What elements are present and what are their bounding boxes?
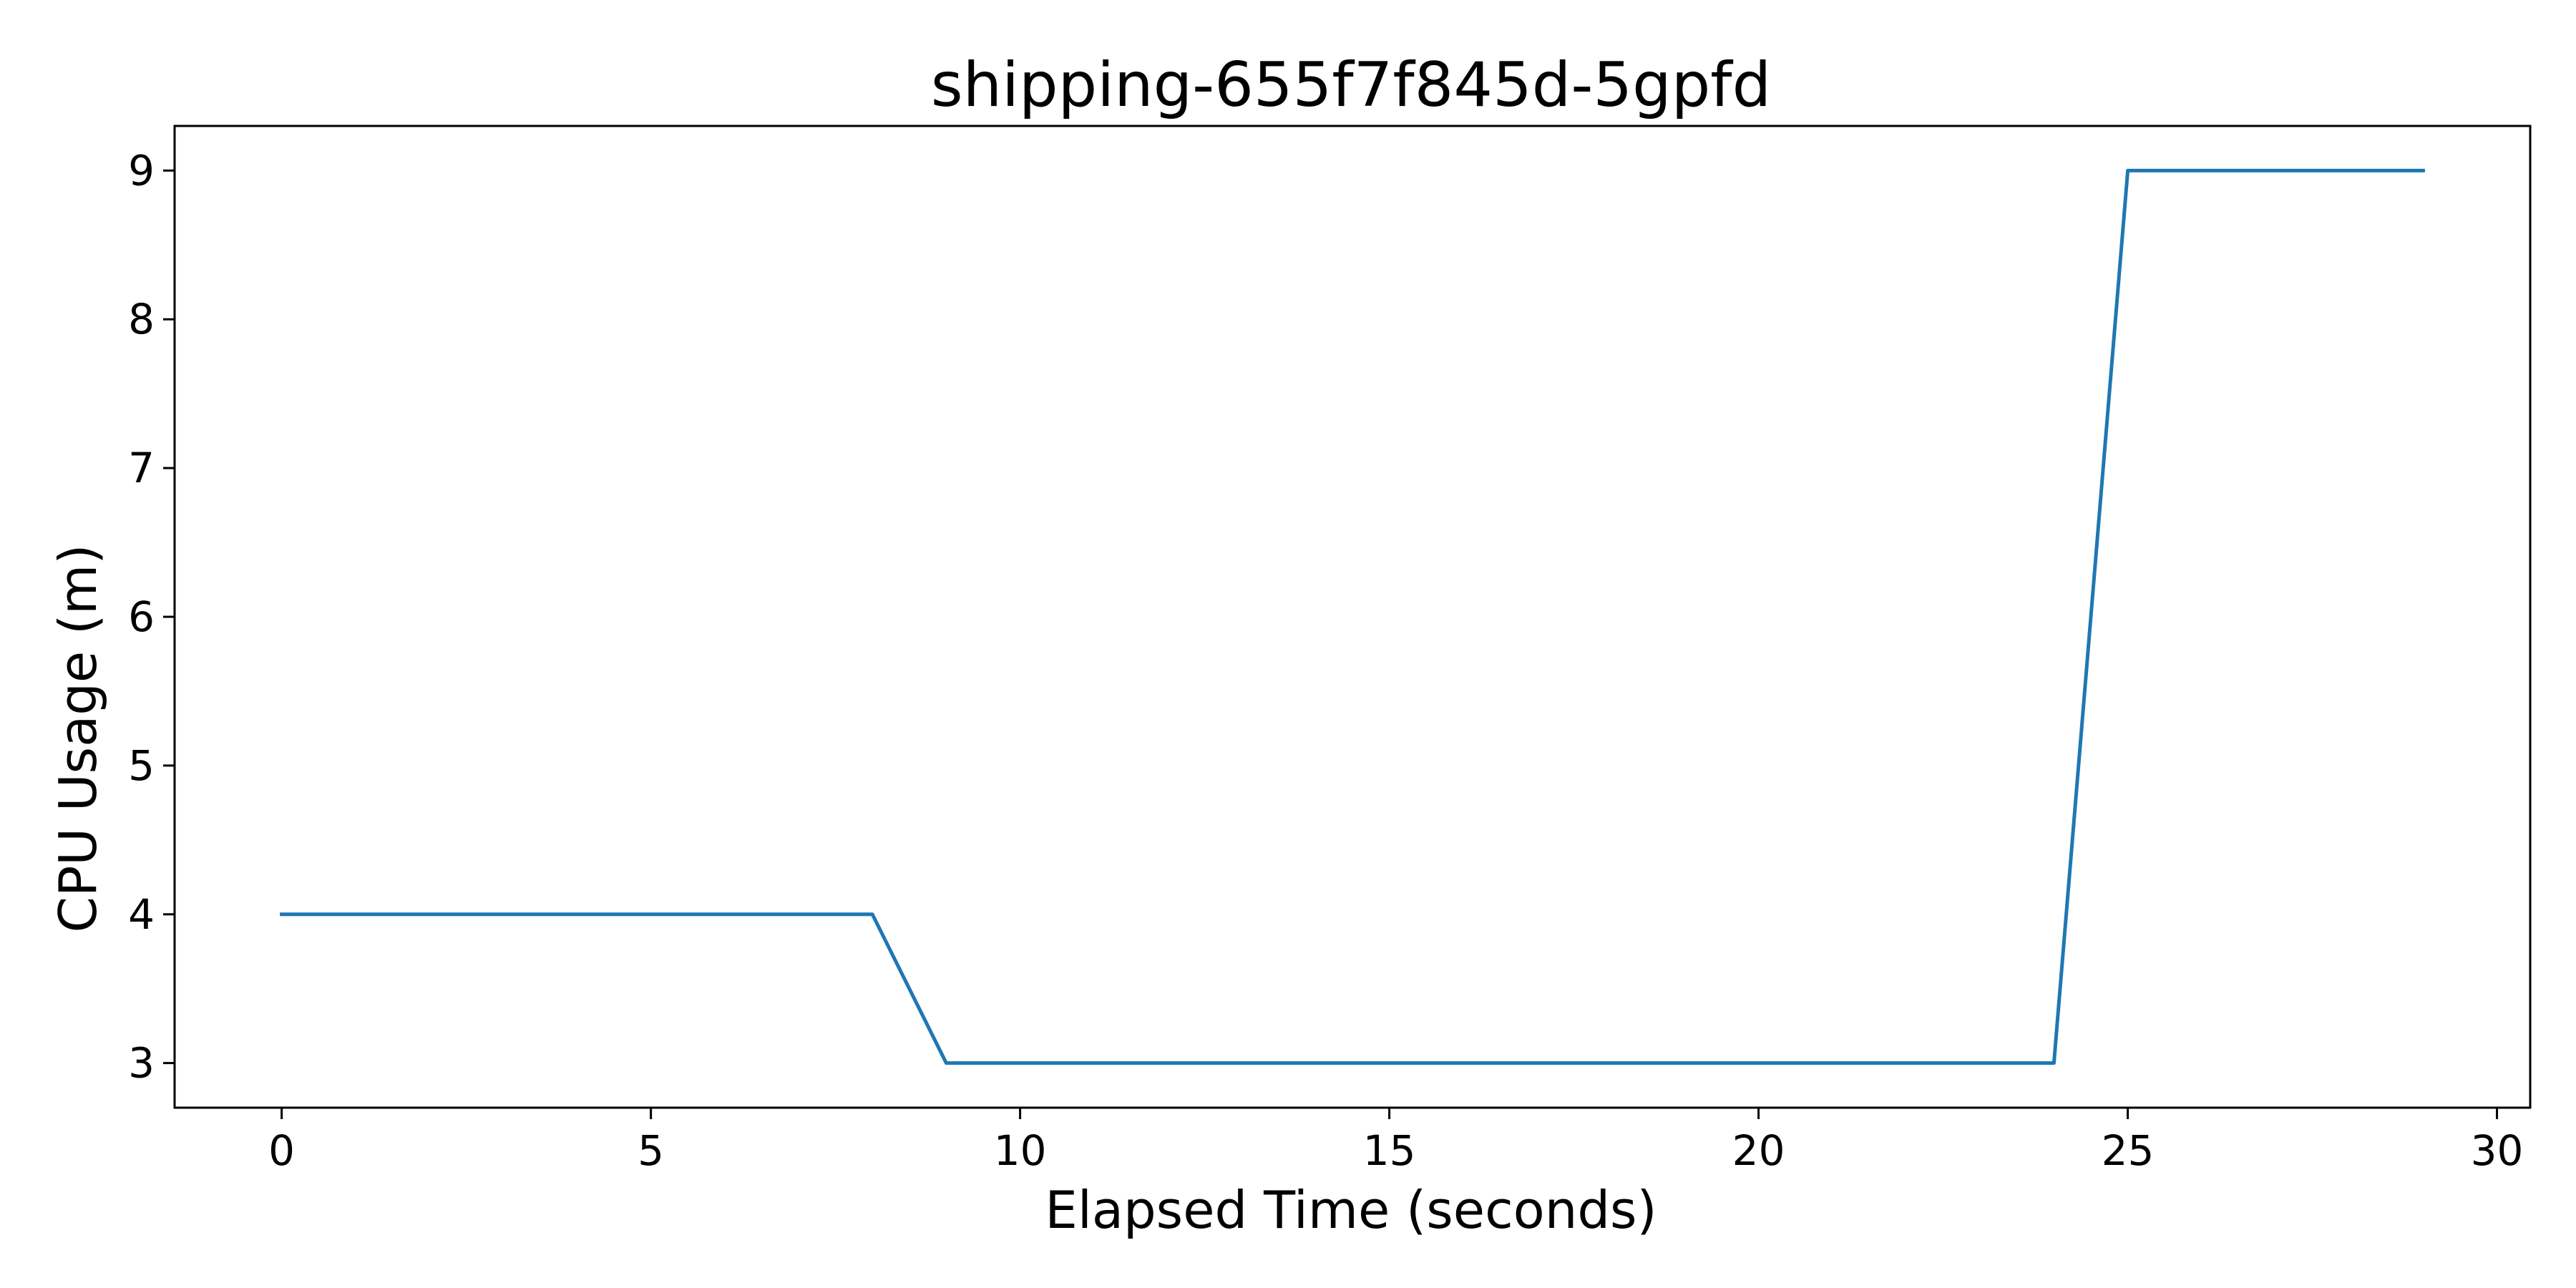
plot-frame xyxy=(173,125,2532,1109)
x-axis: 0 5 10 15 20 25 30 xyxy=(268,1108,2523,1175)
y-axis: 3 4 5 6 7 8 9 xyxy=(128,146,175,1088)
x-tick-label: 25 xyxy=(2102,1126,2155,1175)
y-tick-label: 6 xyxy=(128,592,155,641)
x-tick-label: 20 xyxy=(1732,1126,1785,1175)
y-tick-label: 7 xyxy=(128,444,155,492)
y-tick-label: 5 xyxy=(128,741,155,790)
x-tick-label: 15 xyxy=(1363,1126,1416,1175)
y-axis-label: CPU Usage (m) xyxy=(48,545,108,933)
x-tick-label: 5 xyxy=(638,1126,664,1175)
plot-area xyxy=(173,125,2532,1109)
x-tick-label: 10 xyxy=(994,1126,1047,1175)
y-tick-label: 4 xyxy=(128,890,155,939)
series-line-0 xyxy=(280,168,2425,1065)
x-tick-label: 0 xyxy=(268,1126,295,1175)
y-tick-label: 9 xyxy=(128,146,155,195)
y-tick-label: 8 xyxy=(128,295,155,343)
x-axis-label: Elapsed Time (seconds) xyxy=(1045,1180,1657,1240)
x-tick-label: 30 xyxy=(2471,1126,2524,1175)
y-tick-label: 3 xyxy=(128,1039,155,1088)
chart-title: shipping-655f7f845d-5gpfd xyxy=(931,49,1771,121)
